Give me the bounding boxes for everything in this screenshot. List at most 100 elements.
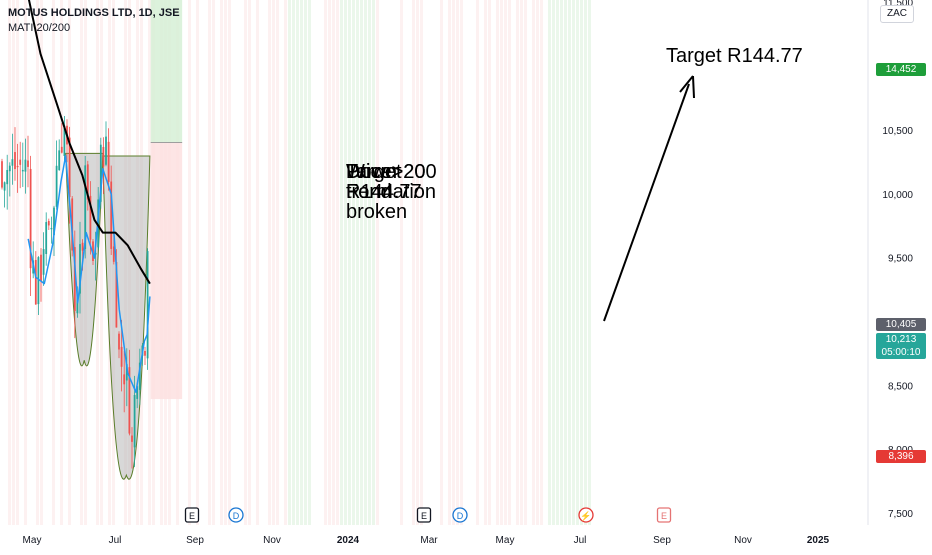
candle-body: [29, 168, 32, 269]
price-tick-label: 10,500: [882, 126, 913, 137]
trend-band: [308, 0, 311, 525]
trend-band: [296, 0, 299, 525]
target-arrow-head: [679, 75, 695, 99]
candle-body: [37, 257, 40, 305]
trend-band: [500, 0, 503, 525]
candle-body: [86, 164, 89, 200]
trend-band: [452, 0, 455, 525]
stop-zone[interactable]: [150, 142, 183, 400]
trend-band: [496, 0, 499, 525]
trend-band: [228, 0, 231, 525]
note-line-2: Down trend broken: [346, 161, 408, 223]
trend-band: [484, 0, 487, 525]
candle-body: [42, 249, 45, 275]
trend-band: [60, 0, 63, 525]
candle-body: [21, 169, 24, 172]
target-zone[interactable]: [150, 0, 183, 143]
event-marker[interactable]: [578, 507, 594, 523]
trend-band: [272, 0, 275, 525]
candle-body: [63, 125, 66, 157]
trend-band: [440, 0, 443, 525]
candle-body: [123, 374, 126, 385]
time-tick-label: Nov: [263, 535, 281, 546]
trend-band: [220, 0, 223, 525]
trend-band: [368, 0, 371, 525]
candle-body: [120, 346, 123, 367]
trend-band: [188, 0, 191, 525]
candle-body: [131, 435, 133, 442]
trend-band: [268, 0, 271, 525]
trend-band: [580, 0, 583, 525]
price-tick-label: 10,000: [882, 190, 913, 201]
time-tick-label: 2024: [337, 535, 360, 546]
time-tick-label: 2025: [807, 535, 830, 546]
candle-body: [128, 367, 131, 434]
trend-band: [340, 0, 343, 525]
currency-button[interactable]: ZAC: [880, 5, 914, 23]
target-annotation: Target R144.77: [666, 45, 803, 67]
price-tick-label: 11,500: [883, 0, 913, 9]
candle-body: [68, 137, 71, 198]
trend-band: [256, 0, 259, 525]
event-marker-label: E: [661, 511, 667, 521]
trend-band: [300, 0, 303, 525]
trend-band: [412, 0, 415, 525]
candle-body: [112, 246, 115, 262]
trend-band: [448, 0, 451, 525]
event-marker[interactable]: [184, 507, 200, 523]
trend-band: [372, 0, 375, 525]
trend-band: [344, 0, 347, 525]
candle-body: [89, 195, 92, 240]
candle-body: [60, 146, 63, 153]
trend-band: [288, 0, 291, 525]
trend-band: [476, 0, 479, 525]
trend-band: [552, 0, 555, 525]
note-line-3: Price>20: [346, 161, 426, 183]
candle-body: [50, 227, 53, 230]
candle-body: [24, 159, 27, 172]
candle-body: [11, 159, 14, 166]
candle-body: [3, 182, 6, 191]
trend-band: [12, 0, 15, 525]
time-tick-label: Sep: [653, 535, 671, 546]
trend-band: [324, 0, 327, 525]
stop-price-tag: 8,396: [876, 450, 926, 463]
trend-band: [536, 0, 539, 525]
trend-band: [488, 0, 491, 525]
time-tick-label: May: [23, 535, 42, 546]
event-marker[interactable]: [656, 507, 672, 523]
trend-band: [356, 0, 359, 525]
time-tick-label: Sep: [186, 535, 204, 546]
trend-band: [560, 0, 563, 525]
trend-band: [416, 0, 419, 525]
note-line-1: W Formation: [346, 161, 437, 203]
entry-price-tag: 10,405: [876, 318, 926, 331]
event-marker[interactable]: [228, 507, 244, 523]
candle-body: [47, 221, 50, 226]
ma-200-line[interactable]: [27, 0, 151, 285]
event-marker-label: D: [233, 511, 240, 521]
time-tick-label: Nov: [734, 535, 752, 546]
candle-body: [138, 362, 141, 390]
candle-body: [34, 259, 37, 305]
event-marker[interactable]: [452, 507, 468, 523]
indicator-label[interactable]: MATI 20/200: [8, 22, 71, 34]
candle-body: [27, 160, 29, 167]
candle-body: [58, 150, 61, 171]
trend-band: [208, 0, 211, 525]
note-line-4: Price>200: [346, 161, 437, 183]
event-marker[interactable]: [416, 507, 432, 523]
candle-body: [79, 244, 81, 294]
trend-band: [376, 0, 379, 525]
trend-band: [24, 0, 27, 525]
price-tick-label: 9,500: [888, 254, 913, 265]
ma-20-line[interactable]: [27, 155, 151, 393]
time-tick-label: Jul: [109, 535, 122, 546]
target-arrow-shaft[interactable]: [603, 83, 690, 322]
trend-band: [52, 0, 55, 525]
candle-body: [84, 165, 87, 249]
time-tick-label: Jul: [574, 535, 587, 546]
symbol-title[interactable]: MOTUS HOLDINGS LTD, 1D, JSE: [8, 7, 180, 19]
